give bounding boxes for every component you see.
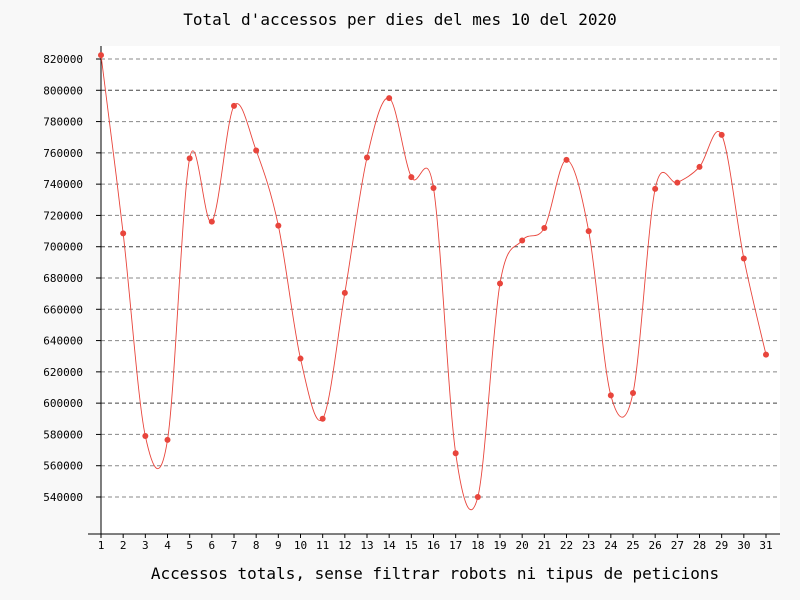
x-tick-label: 27 (671, 539, 684, 552)
x-tick-label: 25 (626, 539, 639, 552)
data-point (497, 280, 503, 287)
x-tick-label: 13 (360, 539, 373, 552)
x-tick-label: 15 (405, 539, 418, 552)
y-tick-label: 800000 (43, 84, 83, 97)
plot-area (101, 46, 780, 534)
y-tick-label: 780000 (43, 116, 83, 129)
data-point (430, 185, 437, 192)
x-tick-label: 8 (253, 539, 260, 552)
x-tick-label: 17 (449, 539, 462, 552)
y-tick-label: 640000 (43, 335, 83, 348)
data-point (341, 289, 348, 296)
gridlines (101, 58, 780, 498)
data-point (585, 228, 592, 235)
x-tick-label: 7 (231, 539, 238, 552)
x-tick-label: 31 (759, 539, 772, 552)
data-point (408, 174, 415, 181)
series-line (100, 55, 767, 511)
y-tick-label: 560000 (43, 460, 83, 473)
data-point (474, 494, 481, 500)
x-tick-label: 23 (582, 539, 595, 552)
x-tick-label: 1 (98, 539, 105, 552)
data-point (98, 52, 104, 59)
x-tick-label: 2 (120, 539, 127, 552)
data-point (386, 95, 393, 102)
y-tick-label: 620000 (43, 366, 83, 379)
data-point (142, 432, 149, 439)
x-tick-label: 22 (560, 539, 573, 552)
y-tick-label: 680000 (43, 272, 83, 285)
x-tick-label: 29 (715, 539, 728, 552)
x-tick-label: 11 (316, 539, 329, 552)
chart-title: Total d'accessos per dies del mes 10 del… (183, 10, 617, 29)
x-tick-label: 14 (383, 539, 397, 552)
y-tick-label: 760000 (43, 147, 83, 160)
data-point (563, 156, 570, 163)
x-tick-label: 4 (164, 539, 171, 552)
data-point (452, 450, 459, 457)
y-tick-label: 660000 (43, 303, 83, 316)
data-point (120, 230, 127, 237)
data-point (186, 155, 193, 162)
x-tick-label: 18 (471, 539, 484, 552)
x-tick-label: 16 (427, 539, 440, 552)
data-point (253, 147, 260, 154)
data-point (696, 163, 703, 170)
data-point (164, 436, 171, 443)
y-tick-label: 740000 (43, 178, 83, 191)
data-point (319, 415, 326, 422)
data-point (519, 237, 526, 244)
data-point (630, 389, 636, 396)
data-point (364, 154, 370, 161)
x-tick-label: 6 (209, 539, 216, 552)
data-point (231, 102, 237, 109)
data-point (208, 218, 215, 225)
x-tick-label: 24 (604, 539, 618, 552)
x-axis-ticks: 1 2 3 4 5 6 7 8 9 10 11 12 13 14 15 16 17 18 19 20 21 22 23 24 2… (98, 534, 773, 552)
y-axis-ticks: 540000 560000 580000 600000 620000 640000 6600… (43, 53, 101, 504)
x-axis-label: Accessos totals, sense filtrar robots ni… (150, 564, 720, 583)
x-tick-label: 5 (186, 539, 193, 552)
x-tick-label: 19 (493, 539, 506, 552)
x-tick-label: 3 (142, 539, 149, 552)
x-tick-label: 20 (516, 539, 529, 552)
x-tick-label: 12 (338, 539, 351, 552)
y-tick-label: 820000 (43, 53, 83, 66)
data-point (718, 131, 725, 138)
x-tick-label: 10 (294, 539, 307, 552)
x-tick-label: 28 (693, 539, 706, 552)
data-point (607, 392, 614, 399)
data-point (652, 185, 659, 192)
x-tick-label: 21 (538, 539, 551, 552)
data-points (98, 52, 769, 500)
y-tick-label: 600000 (43, 397, 83, 410)
y-tick-label: 720000 (43, 209, 83, 222)
x-tick-label: 9 (275, 539, 282, 552)
data-point (541, 224, 548, 231)
data-point (740, 255, 747, 262)
data-point (275, 222, 282, 229)
data-point (763, 351, 769, 358)
x-tick-label: 26 (649, 539, 662, 552)
y-tick-label: 540000 (43, 491, 83, 504)
data-point (297, 355, 304, 362)
x-tick-label: 30 (737, 539, 750, 552)
data-point (674, 179, 681, 186)
y-tick-label: 700000 (43, 241, 83, 254)
y-tick-label: 580000 (43, 428, 83, 441)
